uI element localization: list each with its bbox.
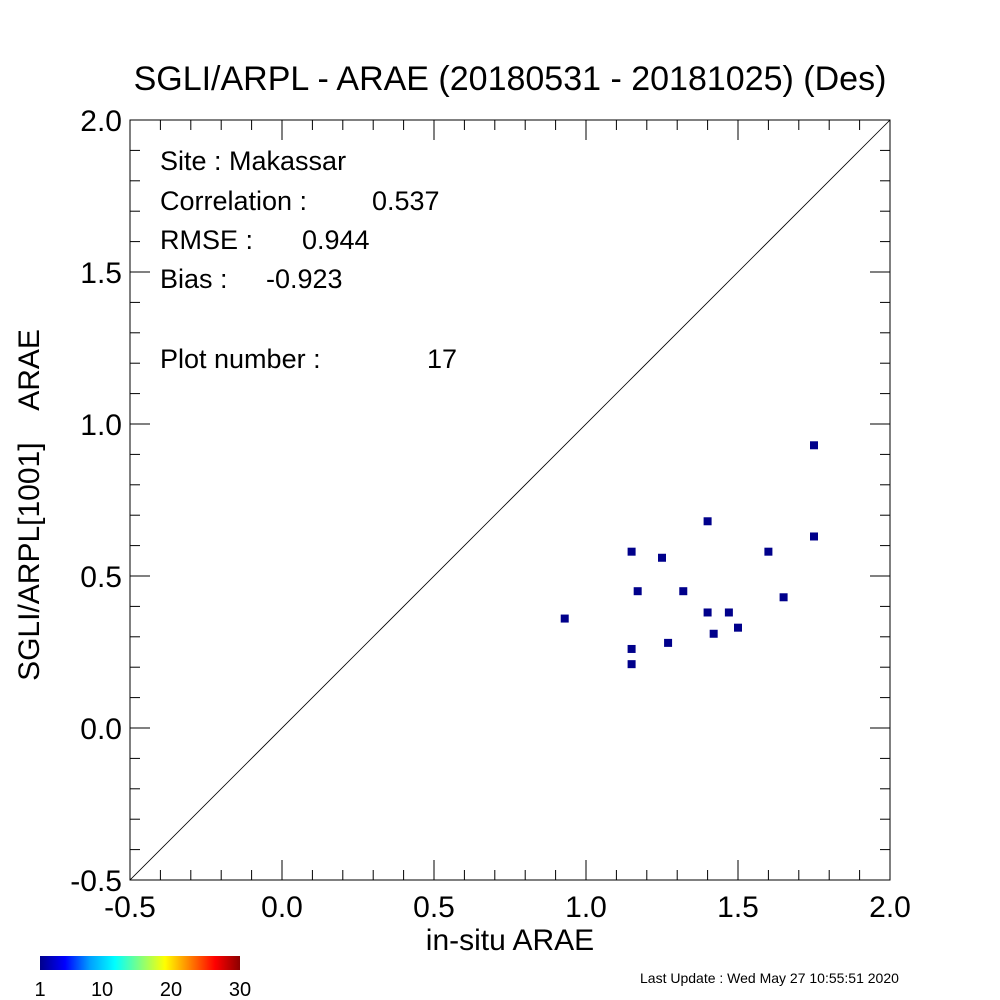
colorbar-tick-label: 30 [229, 979, 251, 1000]
plot-frame [129, 119, 891, 881]
correlation-value: 0.537 [372, 186, 440, 216]
plot-number-value: 17 [427, 344, 457, 374]
y-axis-label: SGLI/ARPL[1001] ARAE [13, 329, 46, 681]
chart-title: SGLI/ARPL - ARAE (20180531 - 20181025) (… [134, 60, 887, 98]
data-point [764, 547, 773, 556]
data-point [734, 623, 742, 632]
x-tick-label: 0.0 [261, 891, 303, 924]
data-points [560, 441, 818, 669]
colorbar [40, 956, 240, 970]
plot-number-label: Plot number : [160, 344, 321, 374]
y-tick-label: 1.0 [80, 409, 122, 442]
rmse-value: 0.944 [302, 225, 370, 255]
x-tick-label: -0.5 [104, 891, 156, 924]
colorbar-labels: 1 10 20 30 [34, 979, 251, 1000]
data-point [664, 638, 673, 647]
bias-value: -0.923 [266, 264, 343, 294]
last-update-text: Last Update : Wed May 27 10:55:51 2020 [640, 970, 899, 986]
data-point [810, 441, 818, 450]
data-point [627, 660, 636, 669]
colorbar-tick-label: 1 [34, 979, 45, 1000]
x-tick-label: 2.0 [869, 891, 911, 924]
data-point [724, 608, 733, 617]
correlation-label: Correlation : [160, 186, 307, 216]
data-point [658, 553, 666, 562]
y-tick-label: 1.5 [80, 257, 122, 290]
rmse-label: RMSE : [160, 225, 253, 255]
stats-annotations: Site : Makassar Correlation : 0.537 RMSE… [160, 146, 457, 374]
major-ticks [129, 119, 891, 881]
data-point [709, 629, 718, 638]
colorbar-tick-label: 10 [91, 979, 113, 1000]
x-axis-label: in-situ ARAE [426, 924, 594, 957]
data-point [779, 593, 788, 602]
site-label: Site : Makassar [160, 146, 346, 176]
y-tick-label: 0.0 [80, 713, 122, 746]
data-point [627, 644, 636, 653]
data-point [679, 587, 688, 596]
data-point [627, 547, 636, 556]
y-tick-label: -0.5 [70, 865, 122, 898]
x-tick-label: 1.0 [565, 891, 607, 924]
x-tick-label: 1.5 [717, 891, 759, 924]
x-tick-label: 0.5 [413, 891, 455, 924]
one-to-one-line [130, 120, 890, 880]
colorbar-tick-label: 20 [160, 979, 182, 1000]
data-point [633, 587, 642, 596]
data-point [703, 608, 712, 617]
x-tick-labels: -0.5 0.0 0.5 1.0 1.5 2.0 [104, 891, 911, 924]
data-point [560, 614, 569, 623]
data-point [810, 532, 818, 541]
y-tick-label: 0.5 [80, 561, 122, 594]
y-tick-label: 2.0 [80, 105, 122, 138]
bias-label: Bias : [160, 264, 228, 294]
data-point [703, 517, 712, 526]
y-tick-labels: -0.5 0.0 0.5 1.0 1.5 2.0 [70, 105, 122, 898]
